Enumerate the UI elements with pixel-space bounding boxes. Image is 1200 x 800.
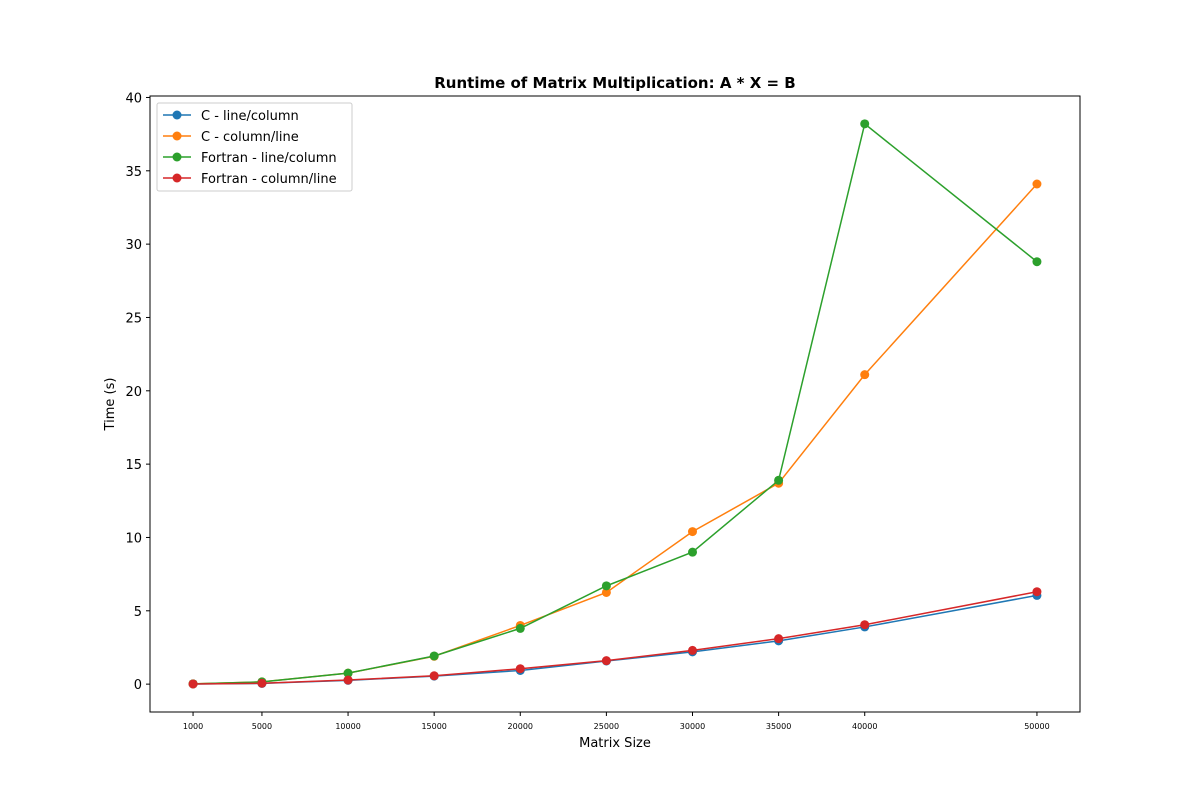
x-tick-label: 30000 (680, 722, 705, 731)
y-tick-label: 40 (125, 91, 142, 106)
data-point (601, 587, 611, 597)
data-point (774, 475, 784, 485)
series-2 (188, 119, 1042, 689)
legend: C - line/column C - column/line Fortran - … (156, 102, 353, 192)
legend-label: C - line/column (201, 109, 299, 124)
y-axis: 0 5 10 15 20 25 30 35 40 (125, 91, 150, 693)
data-point (601, 656, 611, 666)
plot-frame (149, 95, 1081, 713)
data-point (688, 645, 697, 655)
y-tick-label: 0 (134, 678, 142, 693)
x-axis: 1000 5000 10000 15000 20000 25000 30000 35000 40… (183, 712, 1050, 731)
legend-label: Fortran - line/column (201, 151, 337, 166)
legend-marker (172, 152, 182, 162)
chart-title: Runtime of Matrix Multiplication: A * X … (434, 74, 795, 92)
data-point (1032, 179, 1042, 189)
legend-frame (156, 102, 353, 192)
x-tick-label: 25000 (594, 722, 619, 731)
data-point (1032, 587, 1042, 597)
data-point (774, 634, 784, 644)
data-point (188, 679, 198, 689)
series-3 (188, 587, 1042, 689)
data-point (1032, 257, 1042, 267)
y-tick-label: 30 (125, 238, 142, 253)
legend-marker (172, 173, 182, 183)
data-point (343, 675, 353, 685)
x-tick-label: 35000 (766, 722, 791, 731)
series-line (193, 590, 1038, 685)
series-0 (188, 590, 1042, 689)
legend-item: C - line/column (163, 109, 299, 124)
x-tick-label: 1000 (183, 722, 203, 731)
data-point (601, 581, 611, 591)
data-point (343, 668, 353, 678)
data-point (688, 547, 697, 557)
data-point (429, 651, 439, 661)
series-line (193, 183, 1038, 685)
legend-marker (172, 131, 182, 141)
y-tick-label: 20 (125, 385, 142, 400)
y-tick-label: 15 (125, 458, 142, 473)
data-point (515, 623, 525, 633)
x-tick-label: 40000 (852, 722, 877, 731)
data-point (688, 527, 697, 537)
series-line (193, 122, 1038, 685)
series-line (193, 594, 1038, 685)
data-point (860, 620, 870, 630)
y-tick-label: 5 (134, 605, 142, 620)
data-point (515, 664, 525, 674)
legend-label: C - column/line (201, 130, 299, 145)
legend-item: Fortran - line/column (163, 151, 337, 166)
legend-marker (172, 110, 182, 120)
legend-label: Fortran - column/line (201, 172, 337, 187)
x-tick-label: 20000 (508, 722, 533, 731)
legend-item: Fortran - column/line (163, 172, 337, 187)
data-point (860, 370, 870, 380)
series-1 (188, 179, 1042, 689)
y-tick-label: 25 (125, 311, 142, 326)
y-tick-label: 35 (125, 165, 142, 180)
plot-area (188, 119, 1042, 689)
legend-item: C - column/line (163, 130, 299, 145)
x-tick-label: 15000 (421, 722, 446, 731)
data-point (429, 671, 439, 681)
data-point (860, 119, 870, 129)
x-tick-label: 50000 (1024, 722, 1049, 731)
y-axis-label: Time (s) (103, 378, 118, 432)
x-tick-label: 5000 (252, 722, 272, 731)
x-tick-label: 10000 (335, 722, 360, 731)
data-point (257, 678, 267, 688)
x-axis-label: Matrix Size (579, 736, 651, 751)
y-tick-label: 10 (125, 531, 142, 546)
